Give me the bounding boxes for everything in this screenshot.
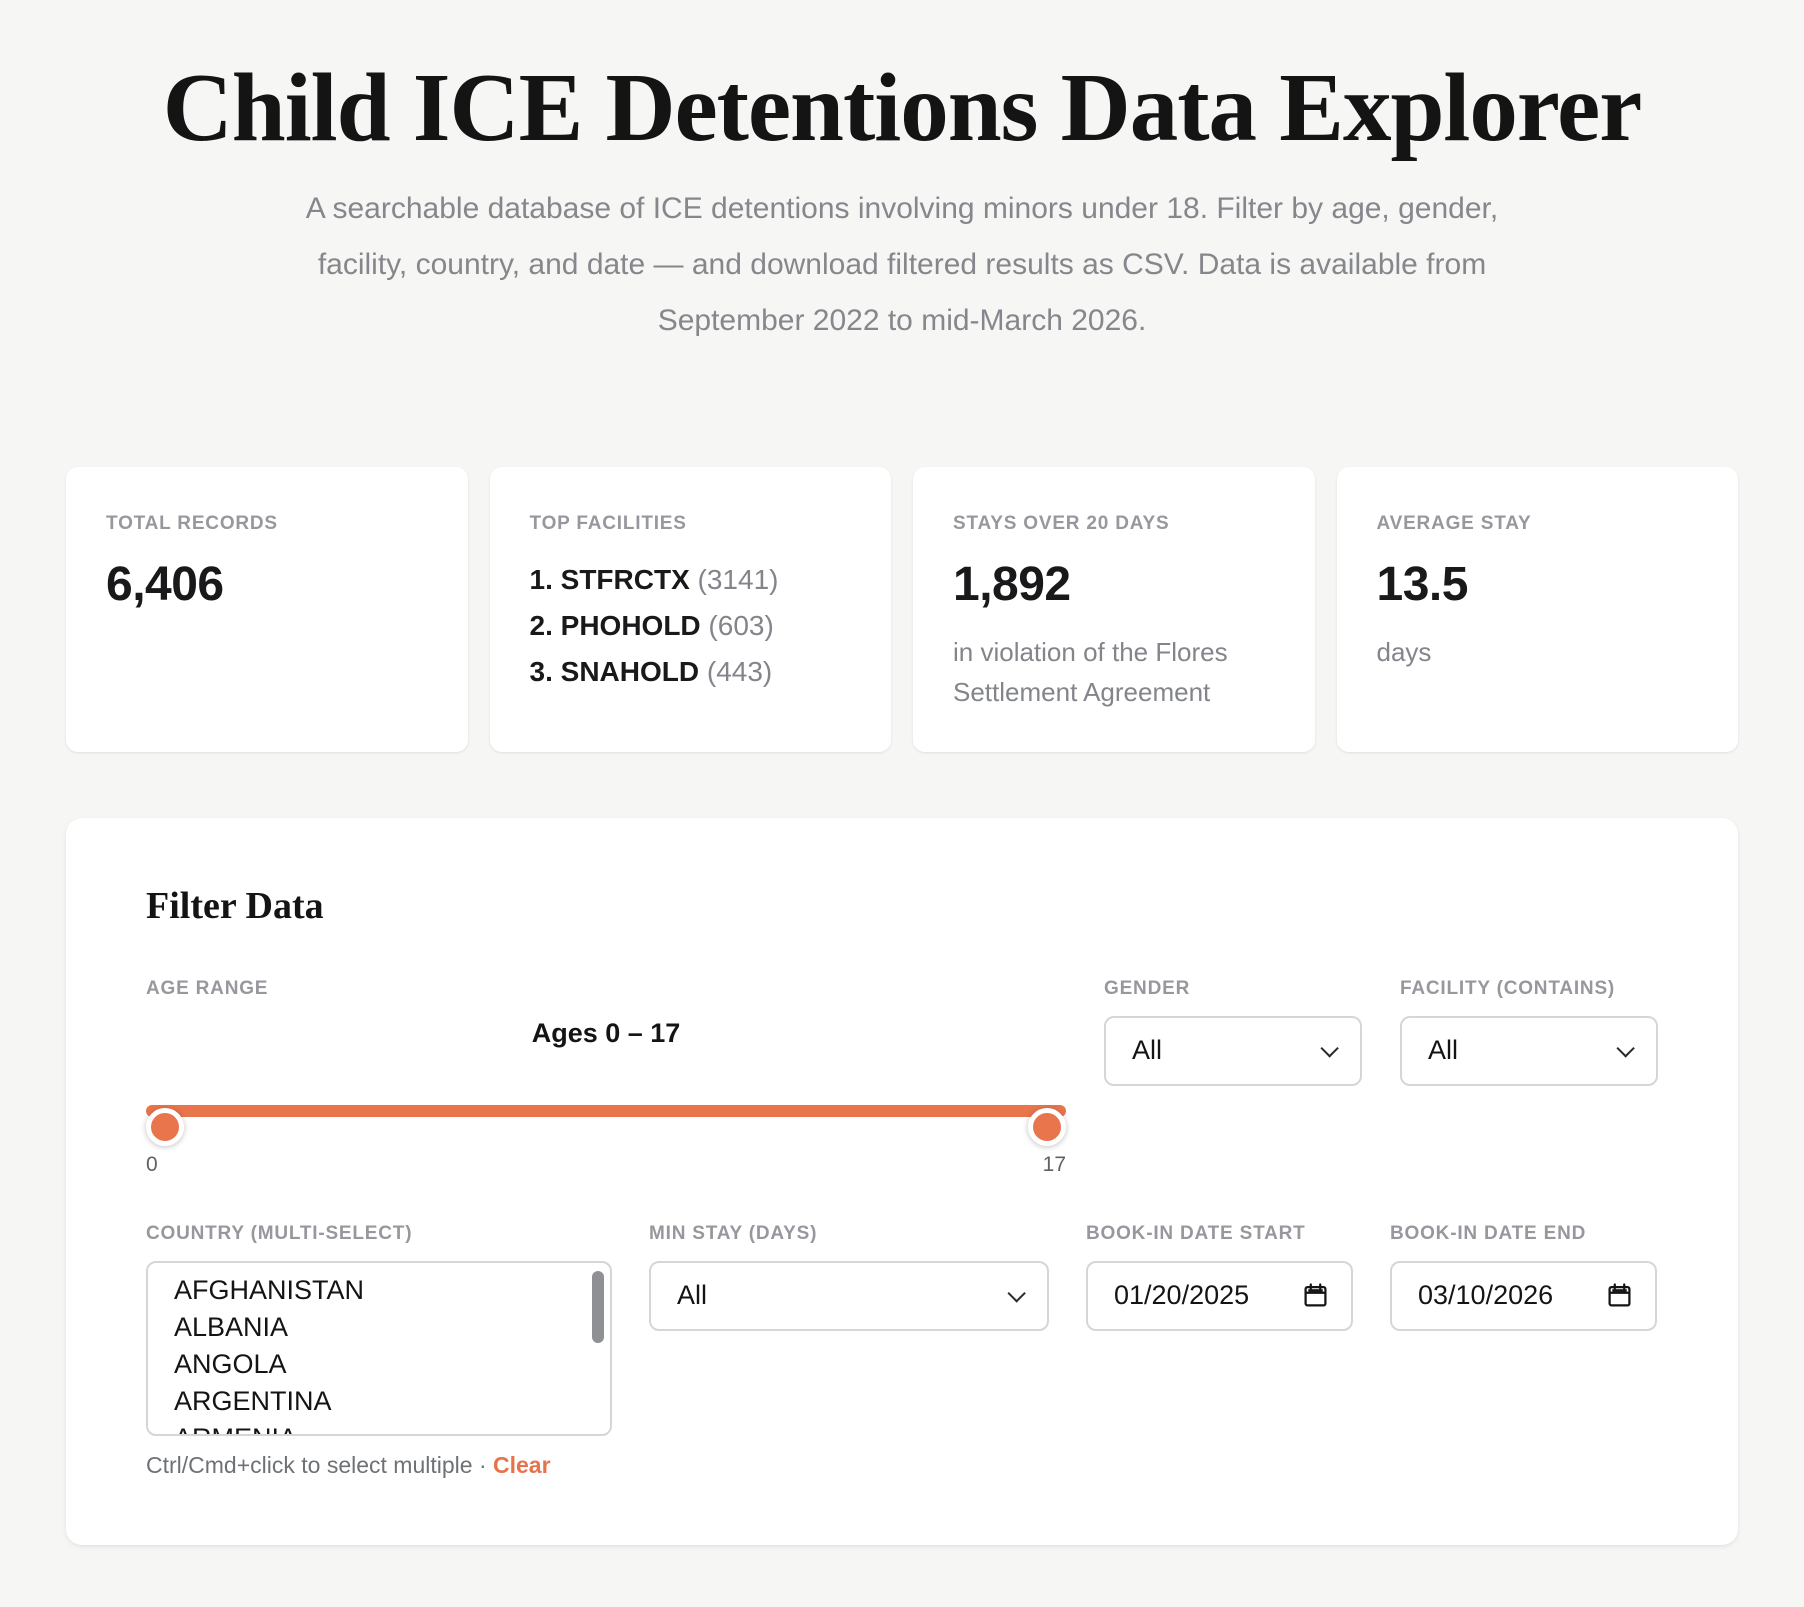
facility-selected-value: All xyxy=(1428,1035,1459,1066)
min-stay-select[interactable]: All xyxy=(649,1260,1049,1331)
age-min-handle[interactable] xyxy=(146,1107,184,1146)
gender-select[interactable]: All xyxy=(1104,1015,1362,1086)
stat-label: AVERAGE STAY xyxy=(1376,512,1532,534)
country-option[interactable]: ALBANIA xyxy=(174,1311,289,1342)
min-stay-label: MIN STAY (DAYS) xyxy=(649,1222,818,1244)
clear-country-button[interactable]: Clear xyxy=(493,1451,551,1478)
age-max-handle[interactable] xyxy=(1028,1107,1066,1146)
country-listbox[interactable]: AFGHANISTAN ALBANIA ANGOLA ARGENTINA ARM… xyxy=(146,1260,612,1436)
country-option[interactable]: ARMENIA xyxy=(148,1420,610,1434)
country-option[interactable]: ARGENTINA xyxy=(174,1385,332,1416)
filter-row-2: COUNTRY (MULTI-SELECT) AFGHANISTAN ALBAN… xyxy=(146,1223,1658,1479)
gender-field: GENDER All xyxy=(1104,978,1362,1177)
scrollbar-thumb[interactable] xyxy=(592,1270,604,1343)
facility-label: FACILITY (CONTAINS) xyxy=(1400,977,1616,999)
stat-note: in violation of the Flores Settlement Ag… xyxy=(953,636,1228,707)
helper-separator: · xyxy=(478,1451,487,1478)
calendar-icon[interactable] xyxy=(1302,1282,1329,1309)
chevron-down-icon xyxy=(1616,1039,1635,1058)
slider-track[interactable] xyxy=(146,1104,1066,1117)
book-in-date-end-input[interactable]: 03/10/2026 xyxy=(1390,1260,1657,1331)
country-helper: Ctrl/Cmd+click to select multiple · Clea… xyxy=(146,1452,612,1479)
slider-max-label: 17 xyxy=(1042,1152,1066,1176)
facility-ranking-list: 1. STFRCTX (3141) 2. PHOHOLD (603) 3. SN… xyxy=(530,557,852,695)
stat-card-stays-over-20-days: STAYS OVER 20 DAYS 1,892 in violation of… xyxy=(913,466,1315,752)
date-end-field: BOOK-IN DATE END 03/10/2026 xyxy=(1390,1223,1657,1479)
country-field: COUNTRY (MULTI-SELECT) AFGHANISTAN ALBAN… xyxy=(146,1223,612,1479)
min-stay-field: MIN STAY (DAYS) All xyxy=(649,1223,1049,1479)
country-helper-text: Ctrl/Cmd+click to select multiple xyxy=(146,1451,473,1478)
stat-label: STAYS OVER 20 DAYS xyxy=(953,512,1170,534)
stats-row: TOTAL RECORDS 6,406 TOP FACILITIES 1. ST… xyxy=(66,466,1738,752)
slider-min-label: 0 xyxy=(146,1152,158,1176)
page-subtitle: A searchable database of ICE detentions … xyxy=(305,191,1499,337)
date-end-value: 03/10/2026 xyxy=(1418,1280,1554,1311)
calendar-icon[interactable] xyxy=(1606,1282,1633,1309)
chevron-down-icon xyxy=(1320,1039,1339,1058)
facility-rank-item: 2. PHOHOLD (603) xyxy=(529,609,774,641)
stat-value: 13.5 xyxy=(1376,557,1469,611)
stat-value: 1,892 xyxy=(953,557,1071,611)
book-in-date-start-input[interactable]: 01/20/2025 xyxy=(1086,1260,1353,1331)
filter-panel-title: Filter Data xyxy=(146,884,324,927)
age-range-field: AGE RANGE Ages 0 – 17 0 17 xyxy=(146,978,1066,1177)
country-label: COUNTRY (MULTI-SELECT) xyxy=(146,1222,413,1244)
facility-select[interactable]: All xyxy=(1400,1015,1658,1086)
page-title: Child ICE Detentions Data Explorer xyxy=(162,54,1643,161)
age-range-label: AGE RANGE xyxy=(146,977,269,999)
min-stay-selected-value: All xyxy=(677,1280,708,1311)
date-start-label: BOOK-IN DATE START xyxy=(1086,1222,1306,1244)
facility-rank-item: 3. SNAHOLD (443) xyxy=(529,655,773,687)
stat-note: days xyxy=(1376,636,1432,667)
stat-value: 6,406 xyxy=(106,557,224,611)
filter-panel: Filter Data AGE RANGE Ages 0 – 17 0 17 G… xyxy=(66,817,1738,1545)
page-header: Child ICE Detentions Data Explorer A sea… xyxy=(0,54,1804,349)
age-range-slider[interactable] xyxy=(146,1104,1066,1151)
stat-card-top-facilities: TOP FACILITIES 1. STFRCTX (3141) 2. PHOH… xyxy=(489,466,891,752)
facility-field: FACILITY (CONTAINS) All xyxy=(1400,978,1658,1177)
date-start-value: 01/20/2025 xyxy=(1114,1280,1250,1311)
country-option[interactable]: AFGHANISTAN xyxy=(174,1274,365,1305)
slider-scale: 0 17 xyxy=(146,1153,1066,1177)
gender-label: GENDER xyxy=(1104,977,1191,999)
date-end-label: BOOK-IN DATE END xyxy=(1390,1222,1587,1244)
filter-row-1: AGE RANGE Ages 0 – 17 0 17 GENDER All xyxy=(146,978,1658,1177)
gender-selected-value: All xyxy=(1132,1035,1163,1066)
country-option[interactable]: ANGOLA xyxy=(174,1348,287,1379)
stat-label: TOTAL RECORDS xyxy=(106,512,278,534)
facility-rank-item: 1. STFRCTX (3141) xyxy=(529,563,779,595)
date-start-field: BOOK-IN DATE START 01/20/2025 xyxy=(1086,1223,1353,1479)
chevron-down-icon xyxy=(1007,1284,1026,1303)
stat-card-average-stay: AVERAGE STAY 13.5 days xyxy=(1336,466,1738,752)
stat-label: TOP FACILITIES xyxy=(529,512,687,534)
stat-card-total-records: TOTAL RECORDS 6,406 xyxy=(66,466,468,752)
age-range-display: Ages 0 – 17 xyxy=(531,1017,681,1048)
